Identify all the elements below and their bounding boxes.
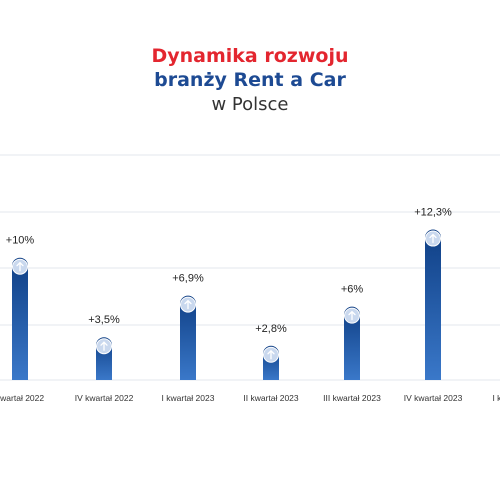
- arrow-up-circle-icon: [263, 346, 279, 363]
- category-label-1: IV kwartał 2022: [75, 393, 134, 403]
- category-label-6: I kw: [492, 393, 500, 403]
- category-label-4: III kwartał 2023: [323, 393, 381, 403]
- title-line-3: w Polsce: [211, 94, 289, 115]
- title-line-1: Dynamika rozwoju: [151, 45, 349, 67]
- value-label-4: +6%: [341, 284, 364, 296]
- category-label-0: kwartał 2022: [0, 393, 44, 403]
- value-label-1: +3,5%: [88, 314, 120, 326]
- arrow-up-circle-icon: [96, 338, 112, 355]
- grid-lines: [0, 154, 500, 381]
- badges: [12, 230, 441, 363]
- value-label-5: +12,3%: [414, 207, 452, 219]
- value-label-3: +2,8%: [255, 323, 287, 335]
- bars: [12, 229, 441, 380]
- arrow-up-circle-icon: [425, 230, 441, 247]
- value-label-0: +10%: [6, 235, 35, 247]
- chart-title: Dynamika rozwoju branży Rent a Car w Pol…: [0, 44, 500, 118]
- bar-4: [344, 306, 360, 380]
- category-labels: kwartał 2022 IV kwartał 2022 I kwartał 202…: [0, 393, 500, 403]
- category-label-3: II kwartał 2023: [243, 393, 299, 403]
- bar-2: [180, 295, 196, 380]
- value-labels: +10% +3,5% +6,9% +2,8% +6% +12,3%: [6, 207, 452, 335]
- arrow-up-circle-icon: [12, 258, 28, 275]
- title-line-2: branży Rent a Car: [154, 69, 346, 91]
- arrow-up-circle-icon: [180, 296, 196, 313]
- category-label-5: IV kwartał 2023: [404, 393, 463, 403]
- bar-5: [425, 229, 441, 380]
- arrow-up-circle-icon: [344, 307, 360, 324]
- category-label-2: I kwartał 2023: [162, 393, 215, 403]
- bar-0: [12, 257, 28, 380]
- value-label-2: +6,9%: [172, 273, 204, 285]
